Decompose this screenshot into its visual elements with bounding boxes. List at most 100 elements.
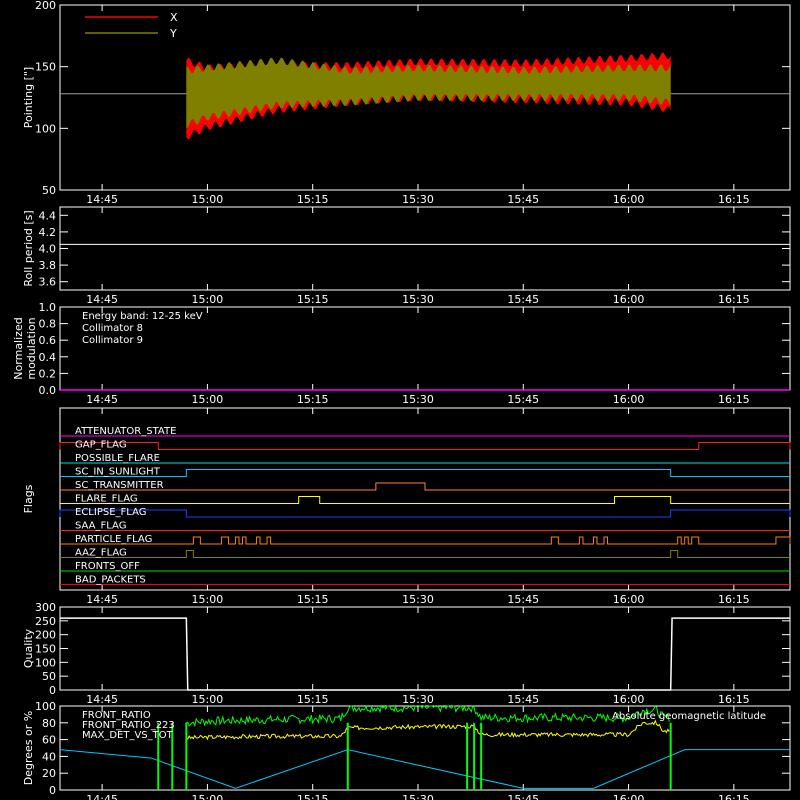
y-tick-label: 300 — [35, 601, 56, 614]
flag-label-gap-flag: GAP_FLAG — [75, 440, 127, 451]
x-tick-label: 15:45 — [507, 293, 539, 306]
y-tick-label: 20 — [42, 767, 56, 780]
x-tick-label: 16:00 — [613, 693, 645, 706]
x-tick-label: 16:00 — [613, 593, 645, 606]
y-tick-label: 3.8 — [39, 259, 57, 272]
flag-label-sc-transmitter: SC_TRANSMITTER — [75, 480, 164, 491]
y-axis-label-degrees: Degrees or % — [22, 711, 35, 785]
y-tick-label: 100 — [35, 122, 56, 135]
y-tick-label: 4.4 — [39, 209, 57, 222]
legend-label-x: X — [170, 11, 178, 24]
x-tick-label: 16:00 — [613, 793, 645, 800]
x-tick-label: 15:15 — [297, 193, 329, 206]
y-tick-label: 0.6 — [39, 334, 57, 347]
flag-label-sc-in-sunlight: SC_IN_SUNLIGHT — [75, 467, 161, 478]
x-tick-label: 15:45 — [507, 193, 539, 206]
x-tick-label: 15:45 — [507, 693, 539, 706]
flag-label-possible-flare: POSSIBLE_FLARE — [75, 453, 160, 464]
y-tick-label: 3.6 — [39, 276, 57, 289]
x-tick-label: 16:00 — [613, 193, 645, 206]
y-tick-label: 100 — [35, 700, 56, 713]
panel-0-frame — [59, 4, 791, 191]
x-tick-label: 15:00 — [192, 593, 224, 606]
x-tick-label: 15:30 — [402, 393, 434, 406]
x-tick-label: 15:45 — [507, 393, 539, 406]
flag-line-eclipse-flag — [59, 509, 791, 518]
flag-label-eclipse-flag: ECLIPSE_FLAG — [75, 507, 146, 518]
x-tick-label: 15:15 — [297, 293, 329, 306]
y-tick-label: 50 — [42, 184, 56, 197]
series-quality — [60, 617, 790, 691]
legend-label-max-det-vs-tot: MAX_DET_VS_TOT — [82, 730, 174, 741]
legend-label-front-ratio: FRONT_RATIO — [82, 710, 151, 721]
x-tick-label: 15:00 — [192, 193, 224, 206]
flag-line-gap-flag — [59, 442, 791, 450]
y-tick-label: 150 — [35, 643, 56, 656]
x-tick-label: 16:00 — [613, 393, 645, 406]
y-tick-label: 40 — [42, 750, 56, 763]
y-tick-label: 200 — [35, 0, 56, 12]
x-tick-label: 15:30 — [402, 293, 434, 306]
y-tick-label: 0.0 — [39, 384, 57, 397]
y-axis-label-roll-period: Roll period [s] — [22, 210, 35, 286]
y-tick-label: 80 — [42, 717, 56, 730]
x-tick-label: 16:15 — [718, 293, 750, 306]
y-axis-label-pointing: Pointing ["] — [22, 67, 35, 128]
x-tick-label: 15:45 — [507, 593, 539, 606]
y-tick-label: 0 — [49, 684, 56, 697]
x-tick-label: 14:45 — [86, 593, 118, 606]
y-tick-label: 0.2 — [39, 367, 57, 380]
x-tick-label: 15:45 — [507, 793, 539, 800]
x-tick-label: 15:30 — [402, 793, 434, 800]
series-latitude — [59, 749, 790, 789]
flag-label-attenuator-state: ATTENUATOR_STATE — [75, 426, 176, 437]
y-tick-label: 60 — [42, 734, 56, 747]
flag-label-flare-flag: FLARE_FLAG — [75, 494, 138, 505]
x-tick-label: 14:45 — [86, 293, 118, 306]
y-axis-label-quality: Quality — [22, 628, 35, 668]
x-tick-label: 16:15 — [718, 393, 750, 406]
x-tick-label: 16:15 — [718, 793, 750, 800]
y-tick-label: 250 — [35, 615, 56, 628]
y-tick-label: 0 — [49, 784, 56, 797]
annotation-modulation: Collimator 8 — [82, 323, 143, 334]
x-tick-label: 15:30 — [402, 593, 434, 606]
y-tick-label: 0.8 — [39, 318, 57, 331]
y-tick-label: 0.4 — [39, 351, 57, 364]
x-tick-label: 16:15 — [718, 693, 750, 706]
panel-3-frame — [59, 407, 791, 591]
x-tick-label: 15:15 — [297, 393, 329, 406]
x-tick-label: 14:45 — [86, 793, 118, 800]
flag-line-sc-transmitter — [60, 482, 790, 491]
x-tick-label: 15:15 — [297, 593, 329, 606]
panel-4-frame — [59, 606, 791, 691]
legend-label-front-ratio-223: FRONT_RATIO_223 — [82, 720, 175, 731]
x-tick-label: 15:00 — [192, 793, 224, 800]
flag-line-flare-flag — [60, 496, 790, 504]
y-tick-label: 200 — [35, 629, 56, 642]
x-tick-label: 15:30 — [402, 193, 434, 206]
y-tick-label: 4.2 — [39, 226, 57, 239]
flag-line-aaz-flag — [60, 550, 790, 558]
flag-label-particle-flag: PARTICLE_FLAG — [75, 534, 152, 545]
x-tick-label: 15:15 — [297, 693, 329, 706]
flag-label-aaz-flag: AAZ_FLAG — [75, 548, 127, 559]
flag-line-sc-in-sunlight — [60, 469, 790, 477]
y-tick-label: 1.0 — [39, 301, 57, 314]
flag-label-bad-packets: BAD_PACKETS — [75, 575, 146, 586]
x-tick-label: 15:00 — [192, 393, 224, 406]
x-tick-label: 15:00 — [192, 693, 224, 706]
x-tick-label: 15:00 — [192, 293, 224, 306]
y-tick-label: 50 — [42, 670, 56, 683]
y-tick-label: 4.0 — [39, 243, 57, 256]
y-tick-label: 150 — [35, 61, 56, 74]
flag-label-fronts-off: FRONTS_OFF — [75, 561, 140, 572]
x-tick-label: 14:45 — [86, 393, 118, 406]
y-axis-label-modulation: Normalized — [12, 317, 25, 379]
x-tick-label: 16:15 — [718, 193, 750, 206]
flag-label-saa-flag: SAA_FLAG — [75, 521, 126, 532]
series-front-ratio — [186, 719, 670, 741]
annotation-modulation: Energy band: 12-25 keV — [82, 311, 203, 322]
x-tick-label: 14:45 — [86, 693, 118, 706]
